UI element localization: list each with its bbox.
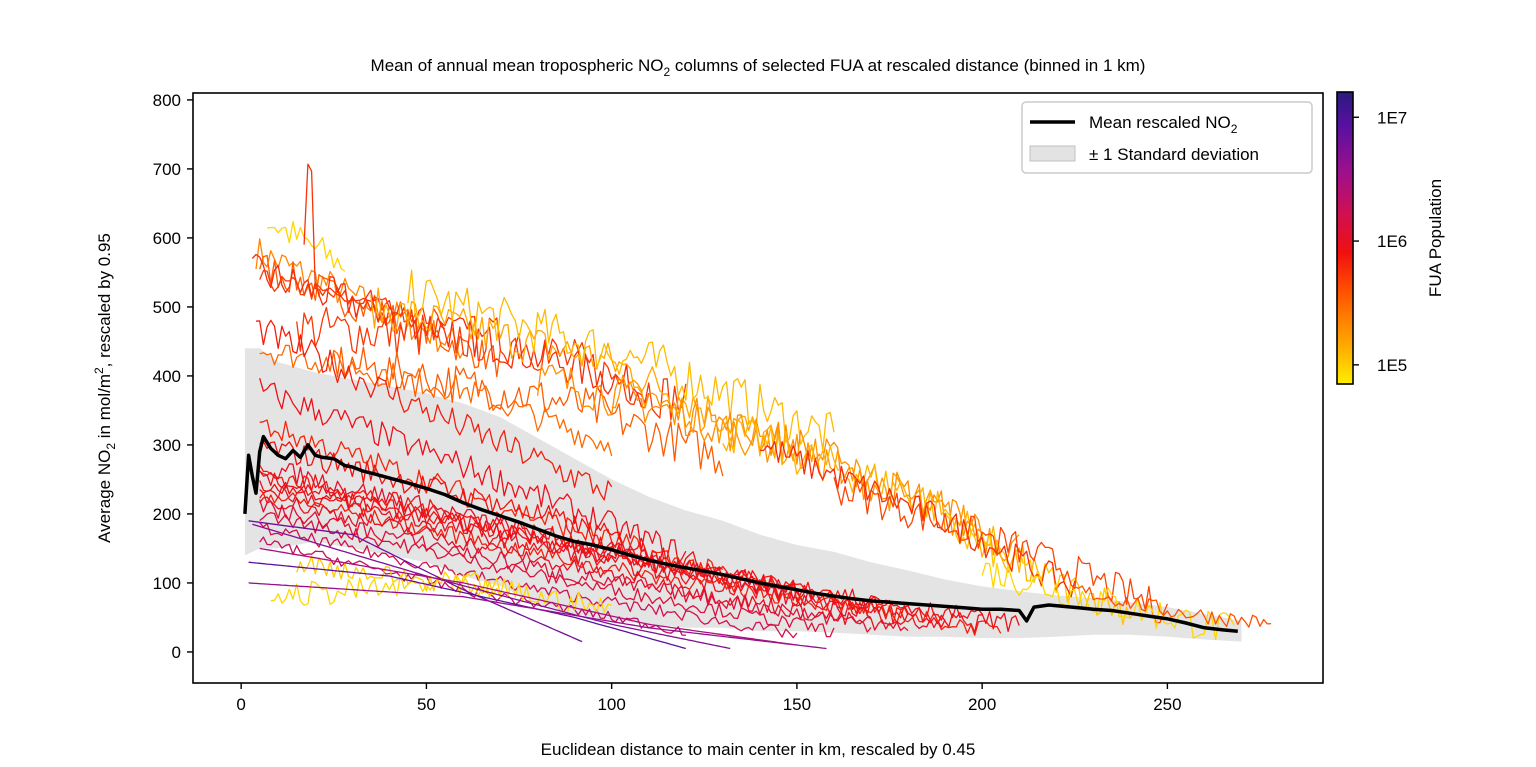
std-band-layer	[244, 348, 1242, 642]
fua-series-line	[266, 220, 346, 272]
legend-mean-label: Mean rescaled NO2	[1089, 113, 1238, 136]
fua-series-line	[259, 254, 502, 378]
fua-series-line	[255, 319, 613, 501]
fua-series-line	[1074, 585, 1272, 628]
colorbar-tick-label: 1E7	[1377, 108, 1407, 127]
x-tick-label: 100	[597, 695, 625, 714]
legend-mean-label-sub: 2	[1231, 122, 1238, 136]
plot-area	[243, 163, 1272, 650]
chart-title-suffix: columns of selected FUA at rescaled dist…	[670, 56, 1145, 75]
fua-series-line	[255, 238, 465, 359]
fua-series-line	[259, 480, 1020, 633]
fua-series-line	[248, 582, 827, 650]
legend: Mean rescaled NO2 ± 1 Standard deviation	[1021, 101, 1313, 174]
x-tick-label: 250	[1153, 695, 1181, 714]
x-axis: 0 50 100 150 200 250	[236, 683, 1182, 714]
fua-series-line	[259, 496, 909, 632]
y-tick-label: 700	[153, 160, 181, 179]
fua-series-line	[333, 346, 724, 477]
fua-series-line	[259, 522, 798, 639]
fua-series-line	[296, 555, 502, 599]
y-axis-label-prefix: Average NO	[95, 450, 114, 543]
fua-series-line	[833, 477, 1169, 624]
colorbar-gradient	[1336, 91, 1354, 385]
fua-series-line	[611, 374, 1020, 562]
colorbar-label: FUA Population	[1426, 179, 1445, 297]
chart-title-sub: 2	[663, 65, 670, 79]
std-band	[244, 348, 1242, 642]
fua-series-line	[259, 512, 835, 638]
fua-series-line	[251, 253, 650, 409]
y-axis-label-mid: in mol/m	[95, 374, 114, 443]
legend-std-swatch	[1029, 145, 1076, 162]
y-axis-label-sup: 2	[92, 367, 106, 374]
y-axis-label-suffix: , rescaled by 0.95	[95, 233, 114, 367]
legend-std-label: ± 1 Standard deviation	[1089, 145, 1259, 164]
x-axis-label: Euclidean distance to main center in km,…	[541, 740, 976, 759]
plot-frame	[192, 92, 1324, 684]
legend-mean-label-prefix: Mean rescaled NO	[1089, 113, 1231, 132]
mean-layer	[243, 434, 1238, 633]
x-tick-label: 50	[417, 695, 436, 714]
y-tick-label: 300	[153, 436, 181, 455]
colorbar-ticks: 1E5 1E6 1E7	[1353, 108, 1407, 375]
y-tick-label: 200	[153, 505, 181, 524]
y-axis-label-sub: 2	[104, 443, 118, 450]
fua-series-line	[259, 463, 872, 619]
x-tick-label: 200	[968, 695, 996, 714]
fua-series-line	[981, 562, 1235, 641]
fua-series-line	[259, 344, 613, 457]
fua-series-line	[270, 571, 612, 615]
legend-box	[1021, 101, 1313, 174]
colorbar-tick-label: 1E6	[1377, 232, 1407, 251]
y-tick-label: 0	[172, 643, 181, 662]
fua-series-line	[252, 523, 731, 650]
fua-series-line	[259, 499, 872, 633]
fua-series-line	[303, 163, 391, 309]
y-axis-label: Average NO2 in mol/m2, rescaled by 0.95	[92, 233, 118, 543]
chart-title: Mean of annual mean tropospheric NO2 col…	[371, 56, 1146, 79]
colorbar: 1E5 1E6 1E7 FUA Population	[1336, 91, 1445, 385]
chart-title-prefix: Mean of annual mean tropospheric NO	[371, 56, 664, 75]
mean-line	[243, 434, 1238, 633]
y-tick-label: 500	[153, 298, 181, 317]
fua-series-line	[248, 520, 583, 643]
series-layer	[248, 163, 1272, 650]
fua-series-line	[248, 561, 686, 650]
fua-series-line	[259, 270, 446, 330]
colorbar-tick-label: 1E5	[1377, 356, 1407, 375]
fua-series-line	[759, 440, 1076, 598]
y-tick-label: 400	[153, 367, 181, 386]
fua-series-line	[259, 378, 687, 565]
y-tick-label: 600	[153, 229, 181, 248]
x-tick-label: 150	[783, 695, 811, 714]
x-tick-label: 0	[236, 695, 245, 714]
y-tick-label: 100	[153, 574, 181, 593]
y-tick-label: 800	[153, 91, 181, 110]
fua-series-line	[944, 512, 1131, 626]
y-axis: 0 100 200 300 400 500 600 700 800	[153, 91, 193, 662]
fua-series-line	[407, 269, 835, 451]
fua-series-line	[259, 547, 797, 646]
